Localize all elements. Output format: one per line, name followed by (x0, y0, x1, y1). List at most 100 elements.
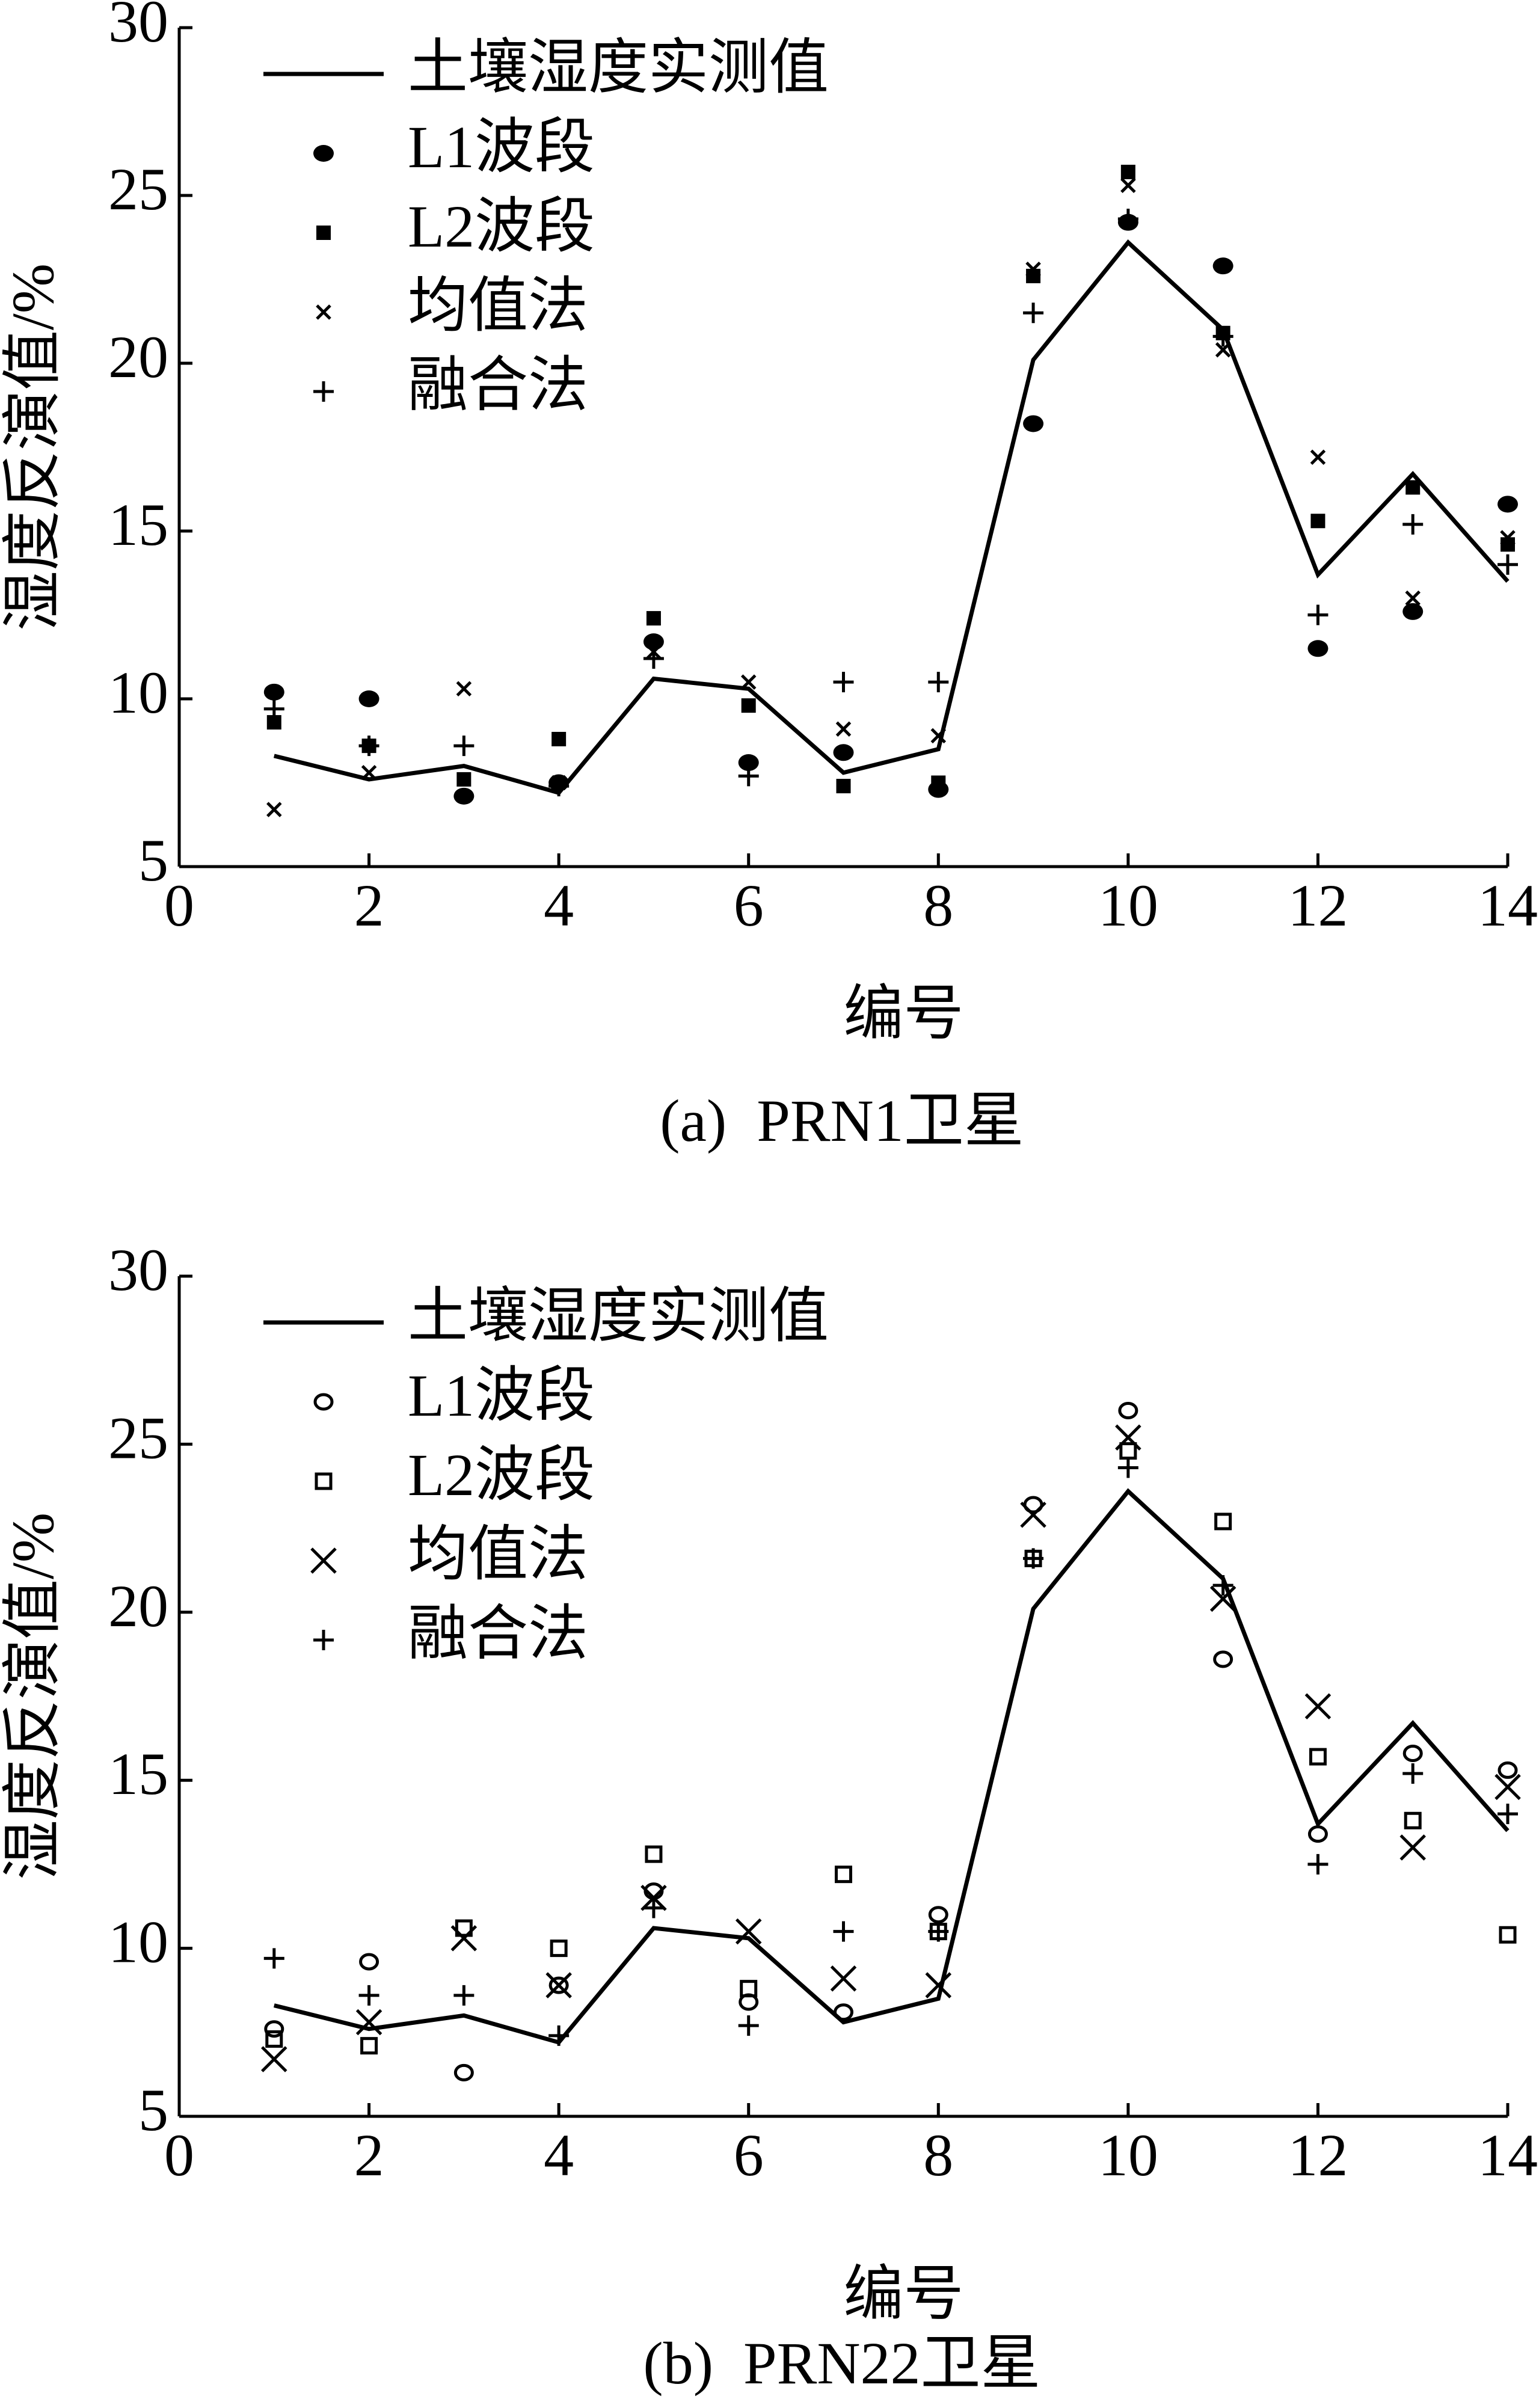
measured-line (273, 239, 1510, 796)
marker (1310, 449, 1326, 465)
marker-shape (359, 1953, 379, 1971)
marker (1212, 326, 1233, 347)
marker (738, 754, 759, 772)
marker (830, 1965, 857, 1992)
marker (1494, 1774, 1521, 1801)
marker-shape (313, 381, 334, 402)
marker (738, 766, 759, 787)
marker (1117, 1457, 1138, 1478)
x-tick-label: 0 (164, 872, 194, 939)
marker-shape (645, 1845, 663, 1863)
marker-shape (453, 2063, 474, 2081)
marker (455, 1919, 473, 1937)
marker-shape (358, 690, 379, 707)
marker (358, 690, 379, 707)
marker-shape (738, 754, 759, 772)
marker-shape (833, 744, 854, 761)
marker-shape (1023, 303, 1044, 324)
y-tick-label: 30 (108, 0, 168, 55)
marker-shape (1307, 604, 1329, 625)
marker-shape (1498, 1761, 1518, 1779)
marker (355, 2009, 382, 2036)
marker (316, 226, 331, 240)
caption: (b) PRN22卫星 (643, 2330, 1040, 2397)
marker (550, 1940, 568, 1958)
marker-shape (1023, 415, 1044, 432)
marker-shape (833, 672, 854, 693)
marker (358, 1985, 379, 2006)
x-tick-label: 2 (354, 2122, 384, 2188)
marker-shape (1212, 257, 1233, 275)
y-tick-label: 25 (108, 1404, 168, 1471)
marker (1402, 1763, 1424, 1784)
marker-shape (930, 728, 947, 744)
marker-shape (931, 775, 946, 790)
x-tick-label: 4 (544, 2122, 574, 2188)
y-tick-label: 15 (108, 491, 168, 558)
marker (310, 1547, 337, 1574)
marker (1402, 603, 1424, 620)
marker (1399, 1834, 1426, 1861)
marker-shape (835, 721, 852, 737)
marker-shape (456, 681, 472, 697)
x-tick-label: 6 (734, 872, 764, 939)
marker-shape (358, 736, 379, 757)
marker (738, 2015, 759, 2036)
marker (263, 683, 284, 701)
marker (741, 698, 756, 713)
marker-shape (548, 776, 570, 797)
marker (1498, 1804, 1518, 1825)
marker (1212, 1575, 1233, 1596)
marker-shape (453, 736, 475, 757)
marker (265, 2030, 283, 2048)
marker (833, 744, 854, 761)
y-tick-label: 10 (108, 659, 168, 726)
marker (456, 772, 472, 787)
marker (735, 1918, 762, 1945)
marker-shape (1118, 1402, 1138, 1420)
marker-shape (738, 2015, 759, 2036)
marker-shape (548, 2025, 570, 2046)
marker-shape (453, 787, 475, 805)
marker (453, 736, 475, 757)
marker-shape (263, 683, 284, 701)
marker-shape (263, 1948, 284, 1969)
marker-shape (1399, 1834, 1426, 1861)
marker (1020, 1501, 1046, 1528)
marker-shape (1310, 514, 1326, 529)
y-tick-label: 15 (108, 1740, 168, 1807)
marker-shape (1307, 1854, 1329, 1875)
marker-shape (1309, 1748, 1327, 1766)
marker-shape (1213, 1650, 1233, 1668)
marker-shape (1402, 603, 1424, 620)
marker (646, 611, 661, 626)
x-tick-label: 14 (1478, 872, 1538, 939)
marker-shape (1498, 496, 1518, 513)
marker-shape (266, 802, 282, 817)
marker (1309, 1748, 1327, 1766)
y-tick-label: 30 (108, 1236, 168, 1303)
marker (313, 1630, 334, 1650)
marker (1120, 164, 1135, 179)
marker (551, 731, 567, 746)
x-tick-label: 2 (354, 872, 384, 939)
marker (1307, 1854, 1329, 1875)
marker (548, 2025, 570, 2046)
marker (1215, 342, 1231, 358)
marker (740, 674, 757, 690)
legend-label: 均值法 (408, 272, 588, 339)
legend-label: 土壤湿度实测值 (408, 1283, 829, 1350)
marker-shape (313, 1393, 334, 1411)
marker (548, 776, 570, 797)
marker (264, 2020, 284, 2038)
marker (740, 1980, 758, 1998)
marker (834, 2003, 853, 2021)
x-axis-label: 编号 (844, 980, 964, 1047)
marker-shape (455, 1919, 473, 1937)
marker-shape (646, 611, 661, 626)
marker-shape (310, 1547, 337, 1574)
marker-shape (1120, 164, 1135, 179)
marker (313, 145, 334, 162)
marker (1120, 177, 1136, 194)
